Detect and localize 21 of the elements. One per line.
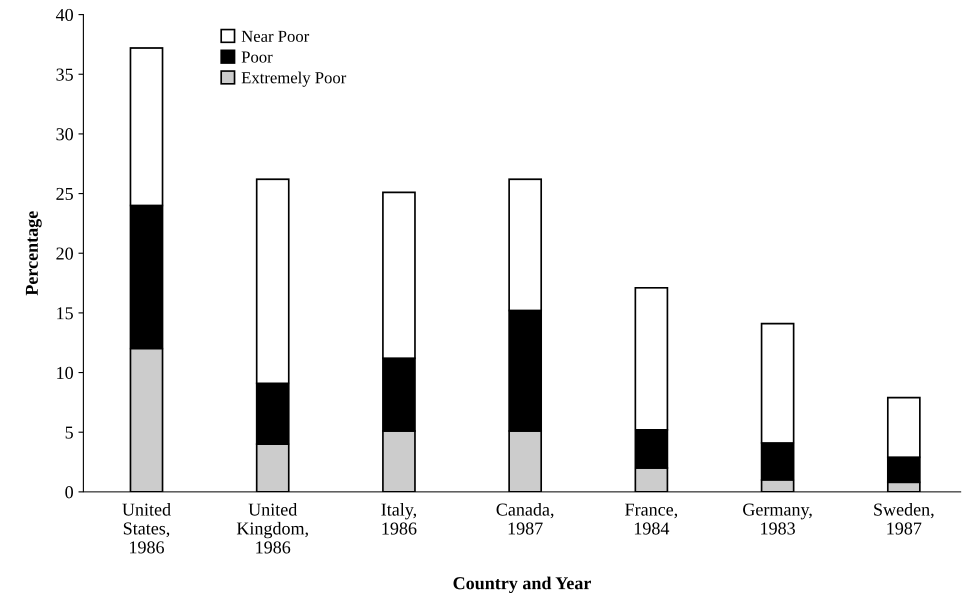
y-tick-label: 35 xyxy=(56,68,73,81)
x-tick-label: United States, 1986 xyxy=(122,502,171,554)
x-tick-label: Sweden, 1987 xyxy=(874,502,934,535)
y-tick-label: 25 xyxy=(56,188,73,200)
y-tick-label: 10 xyxy=(57,366,73,379)
y-tick-label: 40 xyxy=(56,8,73,22)
legend-label: Poor xyxy=(242,52,273,63)
y-tick-label: 5 xyxy=(66,426,73,439)
legend-label: Extremely Poor xyxy=(242,72,346,87)
x-axis-title: Country and Year xyxy=(454,576,591,594)
legend-label: Near Poor xyxy=(242,30,310,42)
x-tick-label: Italy, 1986 xyxy=(381,502,416,535)
x-tick-label: United Kingdom, 1986 xyxy=(236,502,308,554)
x-tick-label: Germany, 1983 xyxy=(743,504,812,535)
y-tick-label: 15 xyxy=(57,307,73,320)
x-tick-label: France, 1984 xyxy=(625,504,678,535)
x-tick-label: Canada, 1987 xyxy=(496,502,554,535)
y-tick-label: 30 xyxy=(56,128,73,140)
y-tick-label: 0 xyxy=(65,486,73,498)
y-axis-title: Percentage xyxy=(26,211,42,296)
y-tick-label: 20 xyxy=(56,247,73,260)
